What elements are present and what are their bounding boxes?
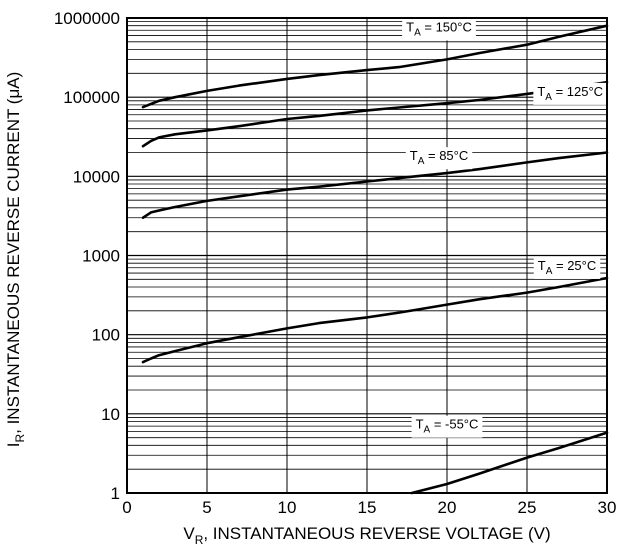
y-tick-label: 100 [92,326,120,345]
y-axis-label: IR, INSTANTANEOUS REVERSE CURRENT (μA) [4,72,27,448]
series-label-main: T [538,258,546,273]
series-label-rest: = 25°C [552,258,596,273]
grid [126,18,608,494]
series-label-bg [405,147,473,170]
curves [141,24,609,495]
series-line-3 [141,276,609,364]
x-tick-label: 5 [202,498,211,517]
y-axis-label-rest: , INSTANTANEOUS REVERSE CURRENT (μA) [4,72,23,434]
series-label-bg [533,256,601,279]
series-label-main: T [410,148,418,163]
series-line-4 [410,431,609,495]
series-label-bg [533,82,608,105]
y-tick-label: 1000 [82,247,120,266]
series-label-text: TA = -55°C [416,417,479,436]
series-label-sub: A [418,156,425,167]
series-label-0: TA = 150°C [402,18,476,41]
x-tick-label: 10 [278,498,297,517]
series-labels: TA = 150°CTA = 125°CTA = 85°CTA = 25°CTA… [402,18,608,438]
x-axis-label-main: V [183,524,195,543]
series-label-4: TA = -55°C [411,415,483,438]
series-label-2: TA = 85°C [405,147,473,170]
series-label-bg [402,18,476,41]
series-label-text: TA = 125°C [537,84,603,103]
y-axis-label-sub: R [13,434,27,443]
series-label-rest: = 125°C [552,84,603,99]
series-label-rest: = 85°C [424,148,468,163]
series-label-sub: A [546,266,553,277]
series-label-text: TA = 150°C [406,20,472,39]
x-tick-label: 15 [358,498,377,517]
series-label-main: T [406,20,414,35]
y-tick-label: 1000000 [54,9,120,28]
series-line-1 [141,80,609,148]
y-tick-labels: 1 10 100 1000 10000 100000 1000000 [54,9,120,503]
series-label-text: TA = 85°C [410,148,469,167]
series-label-sub: A [414,28,421,39]
series-label-main: T [416,417,424,432]
y-axis-label-main: I [4,443,23,448]
x-axis-label-rest: , INSTANTANEOUS REVERSE VOLTAGE (V) [203,524,550,543]
x-axis-label: VR, INSTANTANEOUS REVERSE VOLTAGE (V) [183,524,550,547]
plot-frame [126,17,608,494]
x-tick-label: 0 [122,498,131,517]
series-label-rest: = -55°C [430,417,478,432]
series-label-3: TA = 25°C [533,256,601,279]
series-label-main: T [537,84,545,99]
series-label-bg [411,415,483,438]
y-tick-label: 10000 [73,167,120,186]
series-label-text: TA = 25°C [538,258,597,277]
series-label-1: TA = 125°C [533,82,608,105]
y-tick-label: 100000 [63,88,120,107]
series-line-0 [141,24,609,109]
x-tick-label: 25 [518,498,537,517]
y-tick-label: 1 [111,484,120,503]
series-label-sub: A [424,425,431,436]
x-tick-label: 20 [438,498,457,517]
x-tick-labels: 0 5 10 15 20 25 30 [122,498,616,517]
x-axis-label-sub: R [195,533,204,547]
series-label-sub: A [545,92,552,103]
series-line-2 [141,151,609,219]
x-tick-label: 30 [598,498,617,517]
y-tick-label: 10 [101,405,120,424]
series-label-rest: = 150°C [421,20,472,35]
